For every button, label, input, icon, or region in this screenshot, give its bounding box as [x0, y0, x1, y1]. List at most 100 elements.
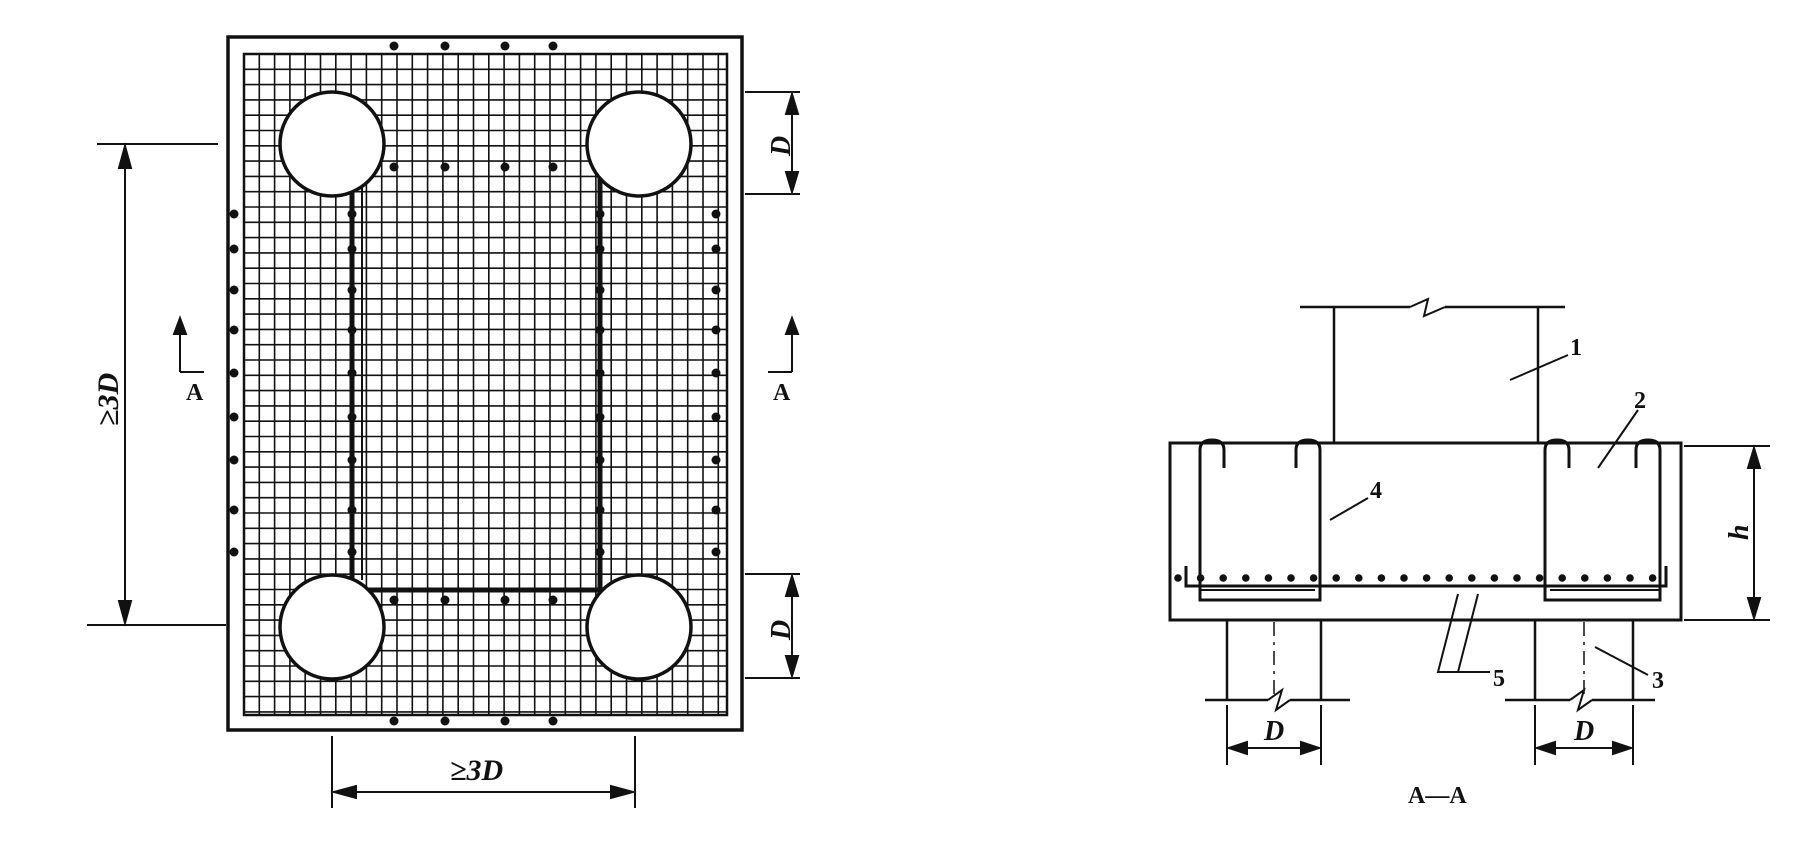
section-cap	[1168, 441, 1683, 622]
section-rebar-dot	[1468, 574, 1476, 582]
rebar-dot	[595, 455, 605, 465]
rebar-dot	[229, 505, 239, 515]
rebar-dot	[229, 244, 239, 254]
section-rebar-dot	[1422, 574, 1431, 582]
rebar-dot	[548, 41, 558, 51]
rebar-dot	[711, 209, 721, 219]
rebar-dot	[229, 368, 239, 378]
rebar-dot	[595, 325, 605, 335]
rebar-dot	[229, 412, 239, 422]
rebar-dot	[389, 41, 399, 51]
rebar-dot	[548, 595, 558, 605]
dim-top-right	[745, 90, 800, 196]
rebar-dot	[500, 716, 510, 726]
dim-left-pile-label: D	[1263, 716, 1284, 747]
section-rebar-dot	[1332, 574, 1340, 582]
rebar-dot	[595, 285, 605, 295]
section-rebar-dot	[1242, 574, 1250, 582]
callout-3: 3	[1652, 668, 1664, 694]
section-rebar-dot	[1287, 574, 1295, 582]
piles	[1205, 620, 1655, 713]
dim-right-pile	[1533, 705, 1635, 765]
rebar-dot	[389, 716, 399, 726]
stirrups	[1198, 438, 1662, 602]
rebar-dot	[500, 162, 510, 172]
bottom-bar	[1184, 566, 1668, 588]
rebar-dot	[711, 285, 721, 295]
rebar-dot	[595, 547, 605, 557]
section-rebar-dot	[1581, 574, 1589, 582]
rebar-dot	[440, 716, 450, 726]
rebar-dot	[711, 505, 721, 515]
section-rebar-dot	[1309, 574, 1318, 582]
rebar-dot	[389, 162, 399, 172]
rebar-dot	[440, 41, 450, 51]
section-rebar-dot	[1603, 574, 1612, 582]
rebar-dot	[711, 412, 721, 422]
rebar-dot	[595, 368, 605, 378]
section-rebar-dot	[1490, 574, 1499, 582]
rebar-dot	[347, 285, 357, 295]
rebar-dot	[347, 412, 357, 422]
rebar-dot	[548, 162, 558, 172]
rebar-dot	[440, 162, 450, 172]
section-rebar-dot	[1174, 574, 1182, 582]
plan-view: ≥3D ≥3D D D	[87, 35, 800, 808]
callout-4: 4	[1370, 478, 1382, 504]
rebar-dot	[229, 547, 239, 557]
rebar-dot	[500, 41, 510, 51]
section-rebar-dot	[1219, 574, 1227, 582]
dim-vertical	[87, 142, 226, 627]
pile-circle-bottom-right	[585, 573, 693, 681]
column	[1300, 297, 1565, 443]
callout-1: 1	[1570, 335, 1582, 361]
cap-outline	[226, 35, 744, 732]
pile-circle-top-right	[585, 90, 693, 198]
pile-circle-bottom-left	[278, 573, 386, 681]
rebar-dots	[229, 41, 721, 726]
callout-2: 2	[1634, 388, 1646, 414]
dim-bottom-right	[745, 572, 800, 680]
dim-horizontal	[330, 736, 637, 808]
dim-h	[1684, 444, 1770, 622]
section-rebar-dot	[1513, 574, 1521, 582]
section-mark-left-label: A	[186, 380, 204, 406]
section-mark-left	[172, 315, 204, 373]
section-rebar-dot	[1400, 574, 1408, 582]
rebar-dot	[229, 285, 239, 295]
dim-bottom-right-label: D	[766, 620, 797, 641]
section-rebar-dot	[1445, 574, 1453, 582]
inner-rebar-frame	[349, 173, 603, 593]
rebar-dot	[711, 455, 721, 465]
rebar-dot	[595, 505, 605, 515]
section-view: D D h 1 2 3 4 5	[1168, 297, 1770, 809]
rebar-dot	[595, 209, 605, 219]
section-rebar-dots	[1174, 574, 1657, 582]
rebar-dot	[347, 244, 357, 254]
section-rebar-dot	[1264, 574, 1273, 582]
rebar-dot	[595, 412, 605, 422]
section-rebar-dot	[1535, 574, 1544, 582]
rebar-dot	[347, 325, 357, 335]
callout-leaders	[1329, 354, 1649, 676]
section-rebar-dot	[1355, 574, 1363, 582]
rebar-dot	[229, 325, 239, 335]
dim-horizontal-label: ≥3D	[450, 754, 503, 787]
section-rebar-dot	[1558, 574, 1566, 582]
rebar-dot	[389, 595, 399, 605]
section-mark-right-label: A	[773, 380, 791, 406]
pile-circles	[278, 90, 693, 681]
dim-h-label: h	[1724, 524, 1755, 540]
pile-circle-top-left	[278, 90, 386, 198]
rebar-dot	[711, 244, 721, 254]
rebar-dot	[711, 325, 721, 335]
section-rebar-dot	[1626, 574, 1634, 582]
rebar-dot	[347, 368, 357, 378]
dim-right-pile-label: D	[1573, 716, 1594, 747]
rebar-dot	[229, 209, 239, 219]
dim-left-pile	[1225, 705, 1323, 765]
callout-5: 5	[1493, 666, 1505, 692]
section-rebar-dot	[1196, 574, 1205, 582]
rebar-dot	[595, 244, 605, 254]
